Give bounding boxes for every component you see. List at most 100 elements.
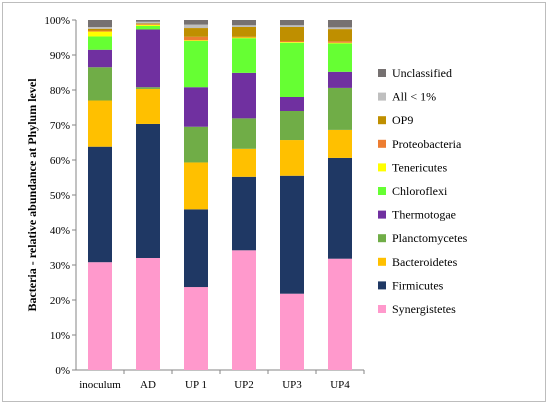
x-tick-label: UP2 (234, 379, 254, 391)
bar-segment (328, 41, 352, 43)
bar-segment (184, 28, 208, 37)
bar-segment (88, 20, 112, 27)
legend-swatch (378, 116, 386, 125)
legend-label: Firmicutes (392, 278, 444, 292)
bar-segment (280, 175, 304, 294)
bar-segment (232, 37, 256, 39)
bar-segment (88, 146, 112, 263)
y-tick-label: 40% (50, 225, 70, 237)
legend-swatch (378, 92, 386, 101)
bar-segment (280, 293, 304, 370)
bar-segment (232, 176, 256, 251)
bar-segment (88, 67, 112, 101)
y-tick-label: 70% (50, 120, 70, 132)
legend-swatch (378, 139, 386, 148)
x-tick-label: UP4 (330, 379, 350, 391)
bar-segment (328, 157, 352, 259)
bar-segment (280, 140, 304, 176)
legend-swatch (378, 69, 386, 77)
bar-segment (88, 28, 112, 31)
x-tick-label: inoculum (79, 379, 121, 391)
bar-segment (88, 100, 112, 147)
bar-segment (328, 20, 352, 28)
bar-segment (280, 97, 304, 111)
bar-segment (88, 36, 112, 50)
bar-segment (232, 250, 256, 370)
bar-segment (136, 20, 160, 22)
y-tick-label: 20% (50, 295, 70, 307)
x-tick-label: UP 1 (185, 379, 207, 391)
bar-segment (232, 38, 256, 73)
bar-segment (232, 72, 256, 119)
bar-segment (184, 209, 208, 288)
y-tick-label: 60% (50, 155, 70, 167)
bar-segment (232, 25, 256, 27)
bar-segment (136, 87, 160, 89)
legend-label: OP9 (392, 113, 413, 127)
legend-label: Synergistetes (392, 302, 456, 316)
bar-segment (136, 123, 160, 258)
bar-segment (184, 162, 208, 210)
bar-segment (280, 42, 304, 43)
x-tick-label: AD (140, 379, 156, 391)
bar-segment (136, 23, 160, 25)
legend-label: Bacteroidetes (392, 255, 458, 269)
bar-segment (184, 36, 208, 41)
legend-label: Proteobacteria (392, 137, 462, 151)
legend-swatch (378, 305, 386, 313)
bar-segment (328, 258, 352, 370)
bar-segment (136, 25, 160, 30)
legend-label: Tenericutes (392, 160, 447, 174)
x-tick-label: UP3 (282, 379, 302, 391)
bar-segment (88, 27, 112, 29)
bar-segment (184, 126, 208, 163)
bar-segment (280, 42, 304, 97)
bar-segment (328, 27, 352, 30)
bar-segment (232, 36, 256, 38)
bar-segment (184, 87, 208, 127)
legend-swatch (378, 163, 386, 172)
bar-segment (328, 129, 352, 158)
bar-segment (280, 25, 304, 27)
bar-segment (328, 43, 352, 72)
legend-swatch (378, 281, 386, 290)
legend-swatch (378, 187, 386, 195)
legend-label: Unclassified (392, 66, 452, 80)
bar-segment (136, 29, 160, 88)
bar-segment (232, 20, 256, 26)
legend-label: Chloroflexi (392, 184, 448, 198)
bar-segment (328, 71, 352, 88)
bar-segment (232, 27, 256, 37)
legend-swatch (378, 257, 386, 266)
bar-segment (136, 24, 160, 26)
bar-segment (136, 21, 160, 24)
y-axis-title: Bacteria - relative abundance at Phylum … (25, 78, 39, 312)
bar-segment (184, 41, 208, 88)
bar-segment (232, 148, 256, 177)
bar-segment (88, 30, 112, 32)
bar-segment (136, 88, 160, 124)
y-tick-label: 50% (50, 190, 70, 202)
legend-swatch (378, 210, 386, 219)
legend-swatch (378, 234, 386, 243)
bar-segment (184, 24, 208, 29)
bar-segment (88, 31, 112, 37)
y-tick-label: 100% (44, 15, 70, 27)
bar-segment (232, 118, 256, 149)
bar-segment (328, 42, 352, 44)
bar-segment (136, 258, 160, 370)
y-tick-label: 80% (50, 85, 70, 97)
legend-label: Planctomycetes (392, 231, 468, 245)
bar-segment (328, 29, 352, 42)
bar-segment (88, 262, 112, 370)
legend-label: Thermotogae (392, 208, 456, 222)
bar-segment (328, 87, 352, 130)
y-tick-label: 10% (50, 330, 70, 342)
bar-segment (88, 49, 112, 68)
bar-segment (280, 41, 304, 43)
bar-segment (184, 40, 208, 41)
bar-segment (280, 27, 304, 41)
legend-label: All < 1% (392, 90, 436, 104)
y-tick-label: 0% (55, 365, 70, 377)
